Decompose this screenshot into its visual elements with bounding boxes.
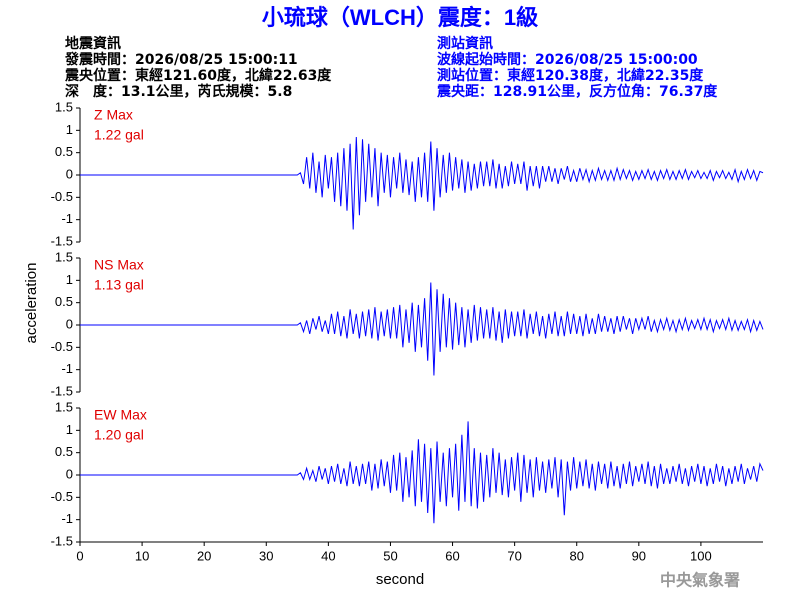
station-info: 震央距：128.91公里，反方位角：76.37度 xyxy=(436,83,718,100)
x-tick-label: 100 xyxy=(690,548,712,563)
y-tick-label: 1.5 xyxy=(55,249,73,264)
x-tick-label: 0 xyxy=(76,548,83,563)
event-info: 地震資訊 xyxy=(65,35,121,52)
waveform xyxy=(80,421,764,524)
x-tick-label: 90 xyxy=(632,548,646,563)
x-tick-label: 70 xyxy=(507,548,521,563)
footer: 中央氣象署 xyxy=(660,571,740,590)
y-tick-label: 0 xyxy=(66,166,73,181)
y-tick-label: 1 xyxy=(66,122,73,137)
x-tick-label: 40 xyxy=(321,548,335,563)
annotation: 1.22 gal xyxy=(94,127,144,143)
y-tick-label: 0 xyxy=(66,316,73,331)
annotation: EW Max xyxy=(94,407,147,423)
y-tick-label: -1 xyxy=(61,361,73,376)
y-tick-label: 1.5 xyxy=(55,399,73,414)
x-tick-label: 60 xyxy=(445,548,459,563)
y-tick-label: 1 xyxy=(66,422,73,437)
x-tick-label: 80 xyxy=(569,548,583,563)
y-tick-label: -1.5 xyxy=(51,533,73,548)
y-tick-label: 0 xyxy=(66,466,73,481)
x-tick-label: 10 xyxy=(135,548,149,563)
annotation: 1.13 gal xyxy=(94,277,144,293)
y-tick-label: -1 xyxy=(61,211,73,226)
waveform xyxy=(80,137,764,230)
y-axis-label: acceleration xyxy=(23,263,40,344)
y-tick-label: -1 xyxy=(61,511,73,526)
station-info: 測站位置：東經120.38度，北緯22.35度 xyxy=(437,67,704,84)
chart-title: 小琉球（WLCH）震度：1級 xyxy=(262,5,538,30)
y-tick-label: 0.5 xyxy=(55,294,73,309)
event-info: 深 度：13.1公里，芮氏規模：5.8 xyxy=(65,83,292,100)
y-tick-label: -0.5 xyxy=(51,489,73,504)
event-info: 震央位置：東經121.60度，北緯22.63度 xyxy=(64,67,332,84)
y-tick-label: 1.5 xyxy=(55,99,73,114)
station-info: 測站資訊 xyxy=(437,35,493,52)
x-axis-label: second xyxy=(376,571,424,588)
x-tick-label: 30 xyxy=(259,548,273,563)
y-tick-label: -1.5 xyxy=(51,383,73,398)
x-tick-label: 50 xyxy=(383,548,397,563)
waveform xyxy=(80,282,764,376)
y-tick-label: -1.5 xyxy=(51,233,73,248)
y-tick-label: 0.5 xyxy=(55,444,73,459)
annotation: 1.20 gal xyxy=(94,427,144,443)
event-info: 發震時間：2026/08/25 15:00:11 xyxy=(64,51,298,68)
station-info: 波線起始時間：2026/08/25 15:00:00 xyxy=(437,51,698,68)
y-tick-label: 1 xyxy=(66,272,73,287)
annotation: Z Max xyxy=(94,107,133,123)
y-tick-label: 0.5 xyxy=(55,144,73,159)
y-tick-label: -0.5 xyxy=(51,189,73,204)
annotation: NS Max xyxy=(94,257,144,273)
y-tick-label: -0.5 xyxy=(51,339,73,354)
x-tick-label: 20 xyxy=(197,548,211,563)
